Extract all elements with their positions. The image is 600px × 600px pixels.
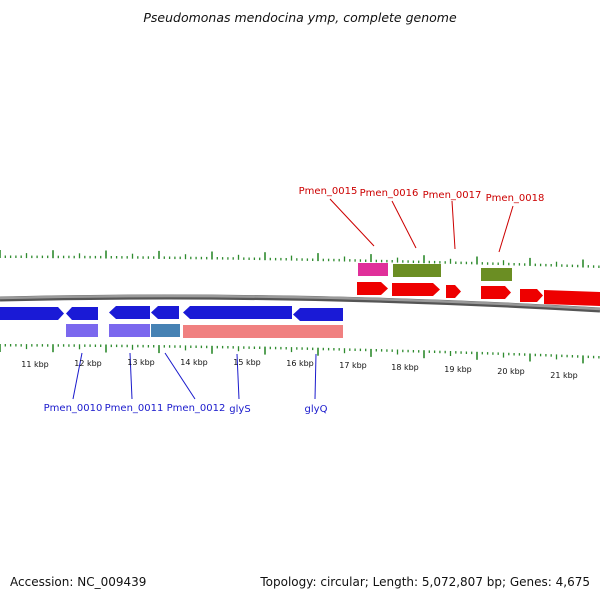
kbp-label: 16 kbp	[286, 359, 314, 368]
kbp-label: 11 kbp	[21, 360, 49, 369]
reverse-gene-arrow[interactable]	[109, 306, 150, 319]
kbp-label: 13 kbp	[127, 358, 155, 367]
forward-gene-arrow[interactable]	[481, 286, 511, 299]
cog-block[interactable]	[183, 325, 343, 338]
gene-label-glyq[interactable]: glyQ	[305, 404, 328, 415]
gene-label-pmen-0016[interactable]: Pmen_0016	[360, 188, 419, 199]
kbp-scale: 11 kbp 12 kbp 13 kbp 14 kbp 15 kbp 16 kb…	[21, 358, 578, 380]
kbp-label: 17 kbp	[339, 361, 367, 370]
cog-block[interactable]	[66, 324, 98, 337]
forward-gene-arrow[interactable]	[392, 283, 440, 296]
inner-tick-track	[0, 344, 600, 364]
reverse-cds-track	[0, 306, 343, 321]
outer-tick-track	[0, 250, 600, 268]
kbp-label: 18 kbp	[391, 363, 419, 372]
gene-label-pmen-0018[interactable]: Pmen_0018	[486, 193, 545, 204]
gene-label-pmen-0017[interactable]: Pmen_0017	[423, 190, 482, 201]
cog-block[interactable]	[481, 268, 512, 281]
cog-block[interactable]	[358, 263, 388, 276]
accession-text: Accession: NC_009439	[10, 575, 147, 589]
forward-gene-arrow[interactable]	[357, 282, 388, 295]
forward-gene-labels: Pmen_0015 Pmen_0016 Pmen_0017 Pmen_0018	[299, 186, 545, 204]
reverse-gene-arrow[interactable]	[151, 306, 179, 319]
kbp-label: 20 kbp	[497, 367, 525, 376]
gene-label-pmen-0015[interactable]: Pmen_0015	[299, 186, 358, 197]
forward-gene-arrow[interactable]	[520, 289, 543, 302]
reverse-callouts	[72, 352, 317, 400]
gene-label-pmen-0012[interactable]: Pmen_0012	[167, 403, 226, 414]
page-title: Pseudomonas mendocina ymp, complete geno…	[143, 10, 457, 25]
gene-label-glys[interactable]: glyS	[229, 404, 250, 415]
reverse-gene-arrow[interactable]	[293, 308, 343, 321]
gene-label-pmen-0010[interactable]: Pmen_0010	[44, 403, 103, 414]
reverse-gene-arrow[interactable]	[0, 307, 64, 320]
kbp-label: 12 kbp	[74, 359, 102, 368]
gene-label-pmen-0011[interactable]: Pmen_0011	[105, 403, 164, 414]
forward-cog-track	[358, 263, 512, 281]
cog-block[interactable]	[151, 324, 180, 337]
forward-callouts	[329, 198, 514, 253]
kbp-label: 15 kbp	[233, 358, 261, 367]
reverse-cog-track	[66, 324, 343, 338]
reverse-gene-labels: Pmen_0010 Pmen_0011 Pmen_0012 glyS glyQ	[44, 403, 328, 415]
kbp-label: 19 kbp	[444, 365, 472, 374]
reverse-gene-arrow[interactable]	[66, 307, 98, 320]
genome-summary-text: Topology: circular; Length: 5,072,807 bp…	[260, 575, 590, 589]
reverse-gene-arrow[interactable]	[183, 306, 292, 319]
cog-block[interactable]	[393, 264, 441, 277]
kbp-label: 21 kbp	[550, 371, 578, 380]
forward-gene-arrow[interactable]	[544, 290, 600, 306]
backbone	[0, 294, 600, 313]
forward-cds-track	[357, 282, 600, 306]
cog-block[interactable]	[109, 324, 150, 337]
kbp-label: 14 kbp	[180, 358, 208, 367]
forward-gene-arrow[interactable]	[446, 285, 461, 298]
